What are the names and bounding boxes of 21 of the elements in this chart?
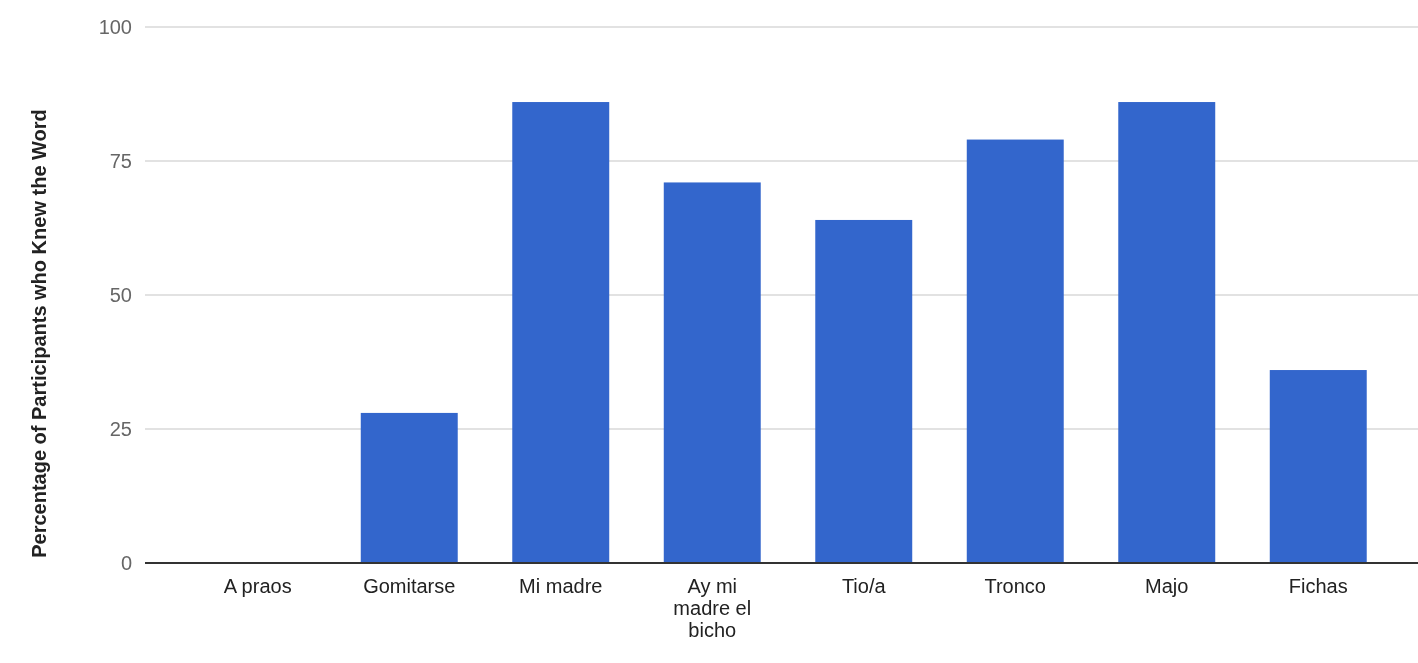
x-tick-label: Tronco [984, 575, 1047, 597]
x-tick-label: Gomitarse [363, 575, 456, 597]
bar [1269, 370, 1367, 563]
y-tick-label: 75 [109, 150, 132, 172]
x-tick-label: Fichas [1288, 575, 1348, 597]
x-tick-label: Tio/a [841, 575, 887, 597]
x-tick-label: Majo [1145, 575, 1189, 597]
bar [966, 139, 1064, 563]
bar [663, 182, 761, 563]
bar [815, 219, 913, 563]
x-tick-label: Mi madre [519, 575, 603, 597]
x-tick-label: Ay mi madre el bicho [673, 575, 752, 641]
y-tick-label: 50 [109, 284, 132, 306]
x-tick-label: A praos [223, 575, 292, 597]
bar [1118, 102, 1216, 563]
y-tick-label: 25 [109, 418, 132, 440]
bar [512, 102, 610, 563]
bar [360, 412, 458, 563]
y-tick-label: 0 [120, 552, 132, 574]
y-axis-title: Percentage of Participants who Knew the Word [28, 109, 50, 558]
y-tick-label: 100 [98, 16, 132, 38]
